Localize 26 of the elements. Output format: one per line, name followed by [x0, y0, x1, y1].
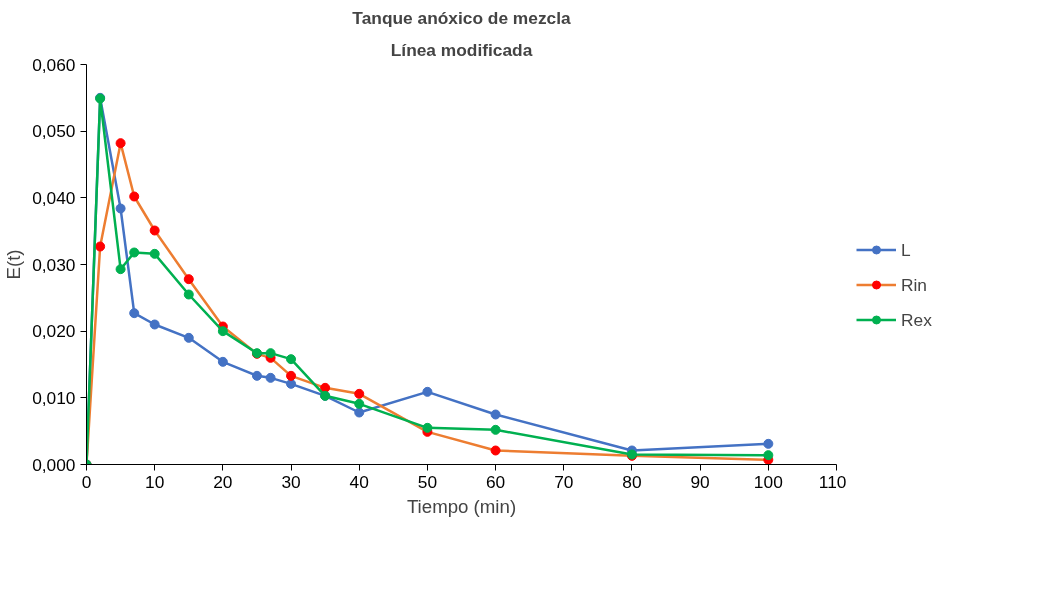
- y-tick-label: 0,000: [32, 454, 76, 475]
- legend-label: Rin: [901, 274, 928, 295]
- y-tick-label: 0,060: [32, 54, 76, 75]
- x-tick-label: 60: [485, 471, 506, 492]
- x-tick-label: 80: [622, 471, 642, 492]
- x-tick-label: 20: [213, 471, 233, 492]
- x-tick-label: 70: [554, 471, 574, 492]
- y-tick-label: 0,050: [32, 121, 76, 142]
- y-tick-label: 0,020: [32, 321, 76, 342]
- y-tick-label: 0,010: [32, 387, 76, 408]
- legend-label: Rex: [901, 309, 932, 330]
- x-tick-label: 100: [753, 471, 783, 492]
- y-axis-title: E(t): [3, 249, 25, 280]
- chart-subtitle: Línea modificada: [390, 39, 533, 60]
- x-tick-label: 10: [145, 471, 165, 492]
- legend-label: L: [901, 239, 912, 260]
- x-tick-label: 30: [281, 471, 301, 492]
- x-tick-label: 50: [417, 471, 438, 492]
- x-tick-label: 90: [690, 471, 710, 492]
- x-tick-label: 40: [349, 471, 369, 492]
- y-tick-label: 0,040: [32, 187, 76, 208]
- x-axis-title: Tiempo (min): [406, 495, 517, 517]
- chart-title: Tanque anóxico de mezcla: [352, 7, 571, 28]
- x-tick-label: 0: [81, 471, 92, 492]
- y-tick-label: 0,030: [32, 254, 76, 275]
- x-tick-label: 110: [818, 471, 847, 492]
